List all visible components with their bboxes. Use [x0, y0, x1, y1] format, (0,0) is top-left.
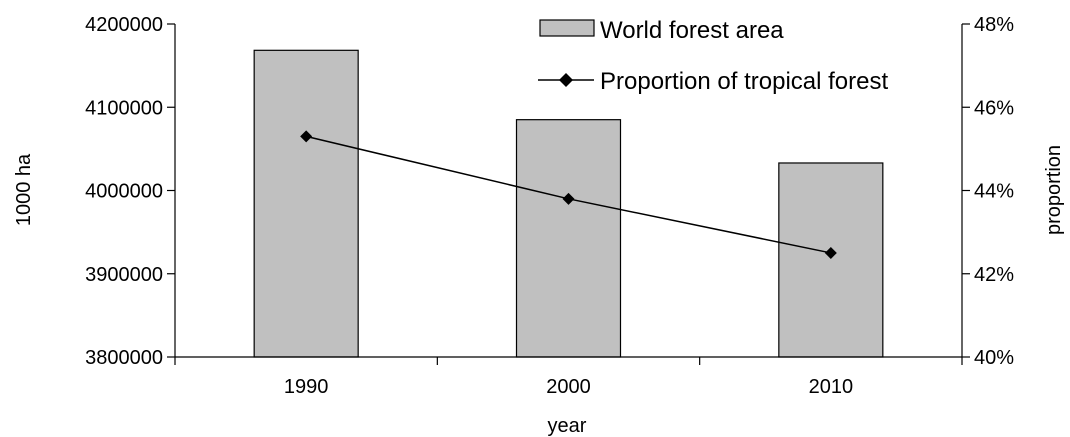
- right-tick-label: 40%: [974, 347, 1014, 369]
- tropical-marker-1990: [300, 130, 313, 143]
- left-tick-label: 4200000: [85, 14, 163, 36]
- legend-marker-tropical: [559, 73, 573, 87]
- line-series: [300, 130, 837, 259]
- legend-label-forest-area: World forest area: [600, 17, 784, 44]
- legend: World forest area Proportion of tropical…: [538, 17, 888, 95]
- right-axis-title: proportion: [1043, 145, 1065, 235]
- x-tick-label: 2010: [809, 376, 854, 398]
- left-tick-label: 4100000: [85, 97, 163, 119]
- left-tick-label: 3800000: [85, 347, 163, 369]
- bar-2000: [515, 119, 622, 358]
- left-tick-label: 4000000: [85, 181, 163, 203]
- right-tick-label: 48%: [974, 14, 1014, 36]
- tropical-marker-2000: [562, 192, 575, 205]
- bar-2010: [778, 162, 884, 358]
- x-axis-title: year: [548, 415, 587, 437]
- x-tick-label: 2000: [546, 376, 591, 398]
- left-tick-label: 3900000: [85, 264, 163, 286]
- right-tick-label: 44%: [974, 181, 1014, 203]
- left-axis-title: 1000 ha: [13, 153, 35, 226]
- right-tick-label: 42%: [974, 264, 1014, 286]
- x-tick-label: 1990: [284, 376, 329, 398]
- bar-1990: [253, 49, 359, 358]
- legend-label-tropical: Proportion of tropical forest: [600, 68, 888, 95]
- ticks: 3800000 3900000 4000000 4100000 4200000 40% 42…: [85, 14, 1014, 398]
- right-tick-label: 46%: [974, 97, 1014, 119]
- bar-series: [253, 49, 884, 358]
- legend-swatch-forest-area: [539, 19, 595, 37]
- tropical-marker-2010: [824, 246, 837, 259]
